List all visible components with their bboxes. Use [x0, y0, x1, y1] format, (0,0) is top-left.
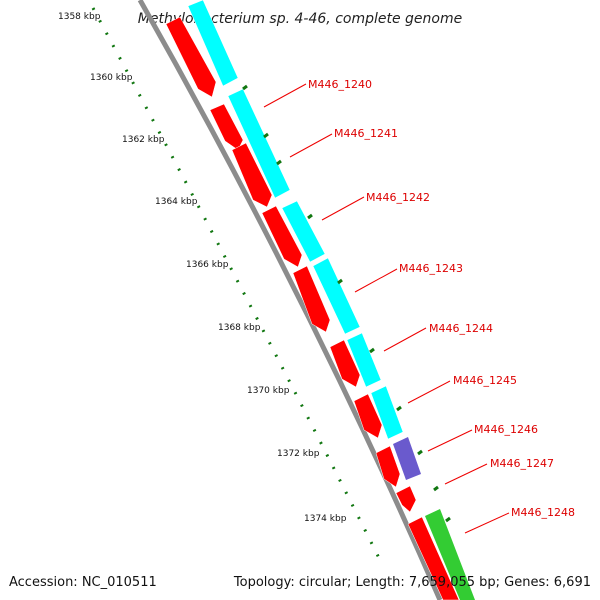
forward-cds-feature: [353, 393, 383, 439]
gene-label: M446_1247: [490, 457, 554, 470]
scale-label: 1374 kbp: [304, 514, 347, 524]
reverse-cds-feature: [227, 88, 291, 199]
gene-label: M446_1248: [511, 506, 575, 519]
forward-cds-feature: [209, 103, 244, 151]
scale-label: 1370 kbp: [247, 386, 290, 396]
genome-summary: Topology: circular; Length: 7,659,055 bp…: [233, 575, 591, 590]
forward-cds-feature: [395, 485, 417, 513]
reverse-cds-feature: [346, 332, 382, 388]
gene-label: M446_1245: [453, 374, 517, 387]
misc-feature: [425, 509, 475, 600]
gene-label: M446_1241: [334, 127, 398, 140]
reverse-cds-feature: [187, 0, 239, 87]
scale-label: 1360 kbp: [90, 73, 133, 83]
forward-cds-feature: [329, 339, 361, 388]
gene-label: M446_1240: [308, 78, 372, 91]
gene-labels: M446_1240 M446_1241 M446_1242 M446_1243 …: [308, 78, 575, 519]
scale-label: 1358 kbp: [58, 12, 101, 22]
forward-cds-feature: [407, 516, 460, 600]
scale-label: 1368 kbp: [218, 323, 261, 333]
forward-cds-feature: [231, 142, 273, 208]
gene-label: M446_1242: [366, 191, 430, 204]
scale-label: 1366 kbp: [186, 260, 229, 270]
leader-lines: [263, 83, 510, 534]
reverse-cds-feature: [312, 257, 361, 335]
scale-label: 1372 kbp: [277, 449, 320, 459]
forward-cds-feature: [261, 205, 303, 268]
scale-label: 1364 kbp: [155, 197, 198, 207]
reverse-cds-feature: [370, 385, 404, 440]
tick-marks: [242, 84, 451, 523]
genome-backbone: [137, 0, 443, 600]
forward-cds-feature: [165, 16, 217, 98]
map-title: Methylobacterium sp. 4-46, complete geno…: [138, 11, 462, 27]
scale-labels: 1358 kbp 1360 kbp 1362 kbp 1364 kbp 1366…: [58, 12, 347, 524]
reverse-cds-feature: [281, 200, 326, 263]
feature-track: [165, 0, 475, 600]
forward-cds-feature: [292, 265, 331, 333]
gene-label: M446_1243: [399, 262, 463, 275]
forward-cds-feature: [375, 445, 401, 488]
scale-label: 1362 kbp: [122, 135, 165, 145]
gene-label: M446_1246: [474, 423, 538, 436]
misc-feature: [393, 437, 421, 480]
accession-label: Accession: NC_010511: [9, 575, 157, 590]
gene-label: M446_1244: [429, 322, 493, 335]
